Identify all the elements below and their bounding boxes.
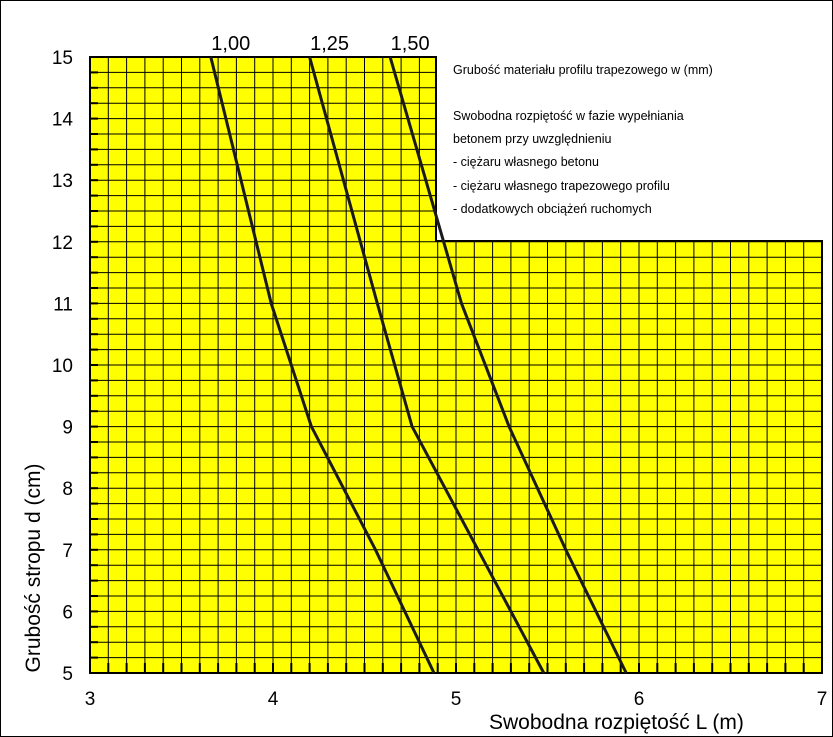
y-tick-label: 9 — [62, 418, 73, 439]
legend-title: Grubość materiału profilu trapezowego w … — [453, 63, 713, 77]
grid — [89, 56, 823, 674]
x-axis-label: Swobodna rozpiętość L (m) — [489, 711, 744, 734]
note-line: - ciężaru własnego trapezowego profilu — [453, 179, 670, 193]
x-tick-label: 6 — [634, 689, 645, 710]
series-lines — [209, 56, 628, 674]
series-label: 1,25 — [310, 33, 349, 55]
y-tick-label: 12 — [52, 233, 73, 254]
y-tick-label: 14 — [52, 110, 74, 131]
series-line — [209, 56, 436, 674]
tick-labels: 3 4 5 6 7 5 6 7 8 9 10 11 12 13 14 15 — [52, 48, 827, 710]
series-label: 1,50 — [391, 33, 430, 55]
y-tick-label: 10 — [52, 356, 73, 377]
y-tick-label: 15 — [52, 48, 73, 69]
x-tick-label: 7 — [817, 689, 828, 710]
x-tick-label: 4 — [268, 689, 279, 710]
series-line — [388, 56, 628, 674]
note-line: Swobodna rozpiętość w fazie wypełniania — [453, 109, 684, 123]
x-tick-label: 5 — [451, 689, 462, 710]
y-axis-label: Grubość stropu d (cm) — [22, 464, 45, 673]
note-line: - dodatkowych obciążeń ruchomych — [453, 202, 652, 216]
tick-marks — [89, 56, 823, 674]
y-tick-label: 8 — [62, 479, 73, 500]
y-tick-label: 7 — [62, 541, 73, 562]
note-line: - ciężaru własnego betonu — [453, 155, 599, 169]
y-tick-label: 5 — [62, 664, 73, 685]
series-label: 1,00 — [211, 33, 250, 55]
series-line — [308, 56, 546, 674]
y-tick-label: 6 — [62, 602, 73, 623]
x-tick-label: 3 — [85, 689, 96, 710]
series-labels: 1,00 1,25 1,50 — [211, 33, 429, 55]
note-line: betonem przy uwzględnieniu — [453, 132, 611, 146]
y-tick-label: 11 — [53, 294, 73, 315]
y-tick-label: 13 — [52, 171, 73, 192]
